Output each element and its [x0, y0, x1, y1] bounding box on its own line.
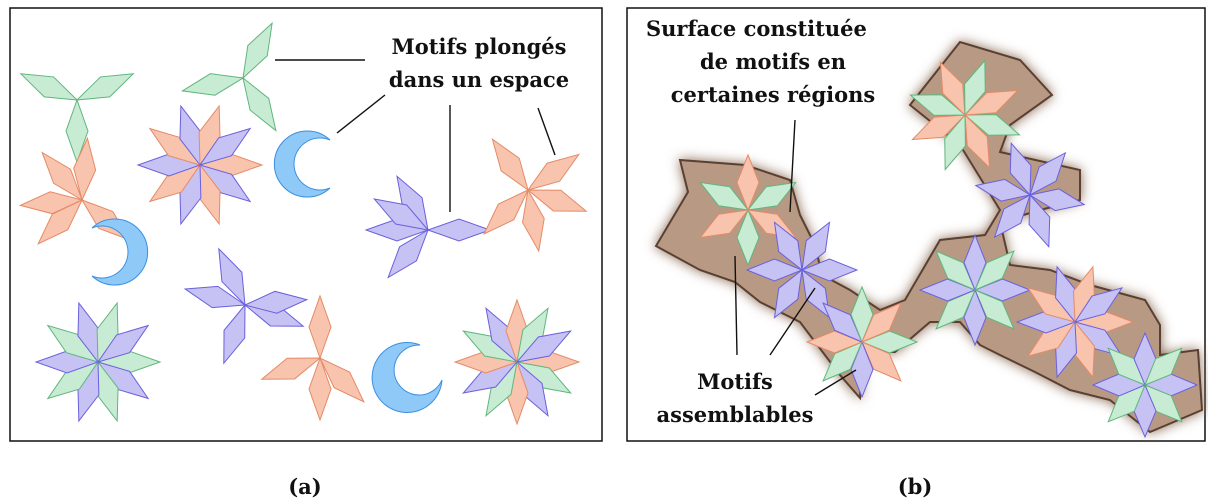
annotation: dans un espace: [389, 67, 569, 92]
title: de motifs en: [700, 49, 846, 74]
annotation: assemblables: [657, 402, 814, 427]
caption: (b): [898, 474, 933, 499]
annotation: Motifs: [697, 369, 773, 394]
figure: Motifs plongés dans un espace (a) Surfac…: [0, 0, 1208, 501]
annotation: Motifs plongés: [392, 34, 567, 59]
title: Surface constituée: [646, 16, 867, 41]
caption: (a): [288, 474, 321, 499]
title: certaines régions: [671, 82, 875, 107]
